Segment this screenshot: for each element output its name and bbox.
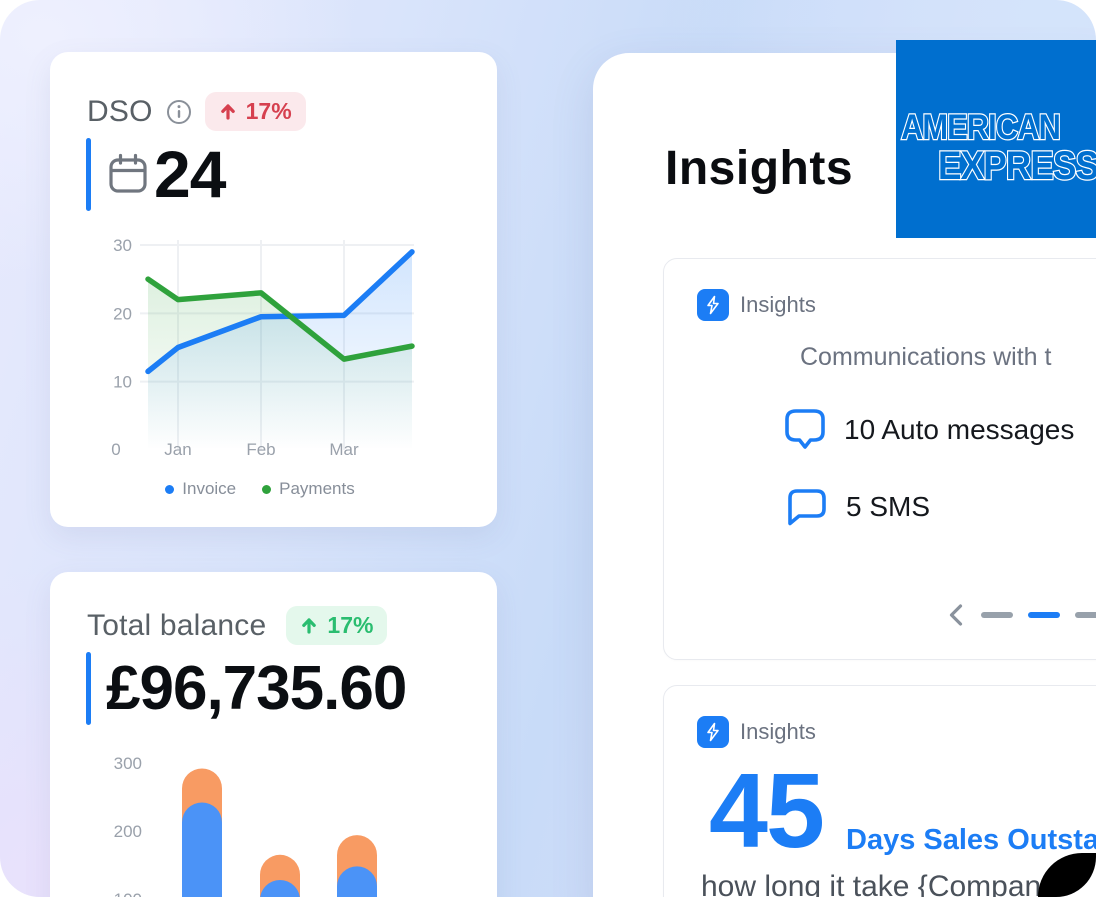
- svg-text:20: 20: [113, 304, 132, 323]
- carousel-dash[interactable]: [981, 612, 1013, 618]
- insight-intro-text: Communications with t: [800, 343, 1052, 371]
- carousel-dash[interactable]: [1075, 612, 1096, 618]
- sms-bubble-icon: [787, 488, 827, 526]
- legend-item-invoice: Invoice: [165, 479, 236, 499]
- info-icon[interactable]: [165, 98, 193, 126]
- list-item: 5 SMS: [787, 488, 930, 526]
- amex-word-express: EXPRESS: [937, 143, 1096, 190]
- dso-value-row: 24: [86, 136, 226, 212]
- amex-word-american: AMERICAN: [900, 107, 1062, 149]
- list-item: 10 Auto messages: [784, 408, 1074, 452]
- balance-card-header: Total balance 17%: [87, 606, 388, 645]
- insight-card-header: Insights: [697, 716, 816, 748]
- invoice-dot-icon: [165, 484, 175, 494]
- svg-text:100: 100: [114, 890, 142, 897]
- page-title: Insights: [665, 142, 854, 195]
- carousel-navigation: [946, 601, 1096, 629]
- chevron-left-icon[interactable]: [946, 601, 966, 629]
- calendar-icon: [106, 152, 150, 196]
- carousel-dash-active[interactable]: [1028, 612, 1060, 618]
- total-balance-card: Total balance 17% £96,735.60 300 200 100: [50, 572, 497, 897]
- arrow-up-icon: [220, 104, 235, 120]
- accent-bar: [86, 652, 91, 725]
- american-express-logo: AMERICAN EXPRESS: [896, 40, 1096, 238]
- balance-title: Total balance: [87, 608, 267, 642]
- dso-change-badge: 17%: [204, 92, 306, 131]
- chart-legend: Invoice Payments: [90, 479, 430, 499]
- svg-text:300: 300: [114, 754, 142, 773]
- balance-bar-chart: 300 200 100: [114, 754, 377, 897]
- balance-change-badge: 17%: [286, 606, 388, 645]
- dso-change-value: 17%: [245, 98, 292, 124]
- svg-text:10: 10: [113, 373, 132, 392]
- dso-card-header: DSO 17%: [87, 92, 306, 131]
- insight-card-header: Insights: [697, 289, 816, 321]
- balance-metric-value: £96,735.60: [106, 654, 407, 723]
- insight-item-text: 5 SMS: [846, 491, 931, 522]
- insight-label: Insights: [740, 292, 816, 317]
- insight-card-communications: Insights Communications with t 10 Auto m…: [663, 258, 1096, 660]
- legend-item-payments: Payments: [262, 479, 355, 499]
- svg-text:30: 30: [113, 236, 132, 255]
- dso-metric-value: 24: [154, 137, 226, 211]
- svg-text:0: 0: [111, 440, 120, 459]
- dso-days-label: Days Sales Outsta: [846, 824, 1096, 856]
- insight-item-text: 10 Auto messages: [844, 414, 1075, 445]
- arrow-up-icon: [302, 618, 317, 634]
- dso-title: DSO: [87, 94, 153, 128]
- insight-description: how long it take {Company: [701, 870, 1057, 897]
- svg-text:200: 200: [114, 822, 142, 841]
- lightning-icon: [697, 289, 729, 321]
- insights-panel: Insights Insights Communications with t …: [593, 53, 1096, 897]
- dso-card: DSO 17% 24 30 2: [50, 52, 497, 527]
- chat-bubble-icon: [784, 408, 826, 452]
- dso-days-value: 45: [709, 752, 825, 870]
- balance-change-value: 17%: [327, 612, 374, 638]
- accent-bar: [86, 137, 91, 211]
- lightning-icon: [697, 716, 729, 748]
- balance-value-row: £96,735.60: [86, 652, 407, 725]
- dso-line-chart: 3020100JanFebMar: [111, 236, 415, 459]
- insight-card-dso: Insights 45 Days Sales Outsta how long i…: [663, 685, 1096, 897]
- insight-label: Insights: [740, 719, 816, 744]
- payments-dot-icon: [262, 484, 272, 494]
